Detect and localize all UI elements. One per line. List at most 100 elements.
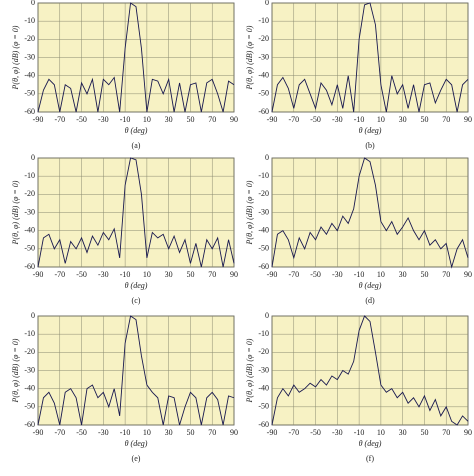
x-tick-label: -90 (267, 428, 278, 437)
x-tick-label: 70 (442, 270, 450, 279)
caption: (f) (366, 454, 374, 463)
pattern-line (37, 157, 235, 268)
x-tick-label: 30 (399, 115, 407, 124)
x-tick-label: -50 (310, 115, 321, 124)
x-tick-label: 90 (464, 270, 472, 279)
x-tick-label: -50 (76, 428, 87, 437)
x-tick-label: -30 (332, 270, 343, 279)
y-tick-label: -20 (24, 347, 35, 356)
x-axis-label: θ (deg) (125, 281, 148, 290)
x-tick-label: 10 (143, 428, 151, 437)
y-tick-label: -60 (258, 420, 269, 429)
x-tick-label: 30 (165, 428, 173, 437)
y-tick-label: -30 (24, 207, 35, 216)
x-tick-label: 30 (399, 270, 407, 279)
y-tick-label: -50 (258, 402, 269, 411)
x-tick-label: -30 (332, 115, 343, 124)
x-tick-label: -30 (98, 270, 109, 279)
y-tick-label: -30 (24, 365, 35, 374)
x-tick-label: -50 (310, 428, 321, 437)
y-tick-label: -40 (24, 70, 35, 79)
y-tick-label: -60 (24, 262, 35, 271)
x-tick-label: 70 (208, 270, 216, 279)
x-tick-label: 70 (442, 428, 450, 437)
y-tick-label: -30 (258, 365, 269, 374)
x-tick-label: 10 (377, 115, 385, 124)
x-tick-label: 90 (464, 428, 472, 437)
pattern-line (271, 315, 469, 426)
x-tick-label: -90 (33, 115, 44, 124)
x-tick-label: 10 (377, 270, 385, 279)
x-tick-label: 10 (143, 270, 151, 279)
caption: (b) (365, 141, 375, 150)
x-tick-label: 70 (442, 115, 450, 124)
x-tick-label: -10 (354, 115, 365, 124)
y-axis-label: P(θ, φ) (dB) (φ = 0) (245, 180, 254, 245)
y-tick-label: -50 (24, 244, 35, 253)
y-tick-label: 0 (265, 153, 269, 162)
x-tick-label: -90 (267, 270, 278, 279)
x-tick-label: 10 (143, 115, 151, 124)
y-tick-label: -50 (24, 402, 35, 411)
y-axis-label: P(θ, φ) (dB) (φ = 0) (11, 338, 20, 403)
y-tick-label: -60 (258, 262, 269, 271)
x-tick-label: -90 (33, 428, 44, 437)
y-tick-label: 0 (31, 311, 35, 320)
y-tick-label: 0 (265, 0, 269, 7)
x-tick-label: -30 (98, 115, 109, 124)
x-axis-label: θ (deg) (359, 439, 382, 448)
x-tick-label: -70 (288, 270, 299, 279)
x-axis-label: θ (deg) (359, 281, 382, 290)
caption: (c) (132, 296, 141, 305)
x-tick-label: -70 (54, 270, 65, 279)
y-tick-label: -20 (24, 189, 35, 198)
y-axis-label: P(θ, φ) (dB) (φ = 0) (11, 180, 20, 245)
x-tick-label: 90 (464, 115, 472, 124)
y-tick-label: -50 (258, 244, 269, 253)
y-axis-label: P(θ, φ) (dB) (φ = 0) (11, 25, 20, 90)
x-tick-label: -30 (332, 428, 343, 437)
x-tick-label: 50 (420, 115, 428, 124)
x-tick-label: -70 (288, 115, 299, 124)
y-tick-label: -20 (24, 34, 35, 43)
x-tick-label: -70 (54, 428, 65, 437)
y-tick-label: -10 (258, 171, 269, 180)
y-tick-label: -20 (258, 189, 269, 198)
caption: (a) (132, 141, 141, 150)
x-tick-label: -10 (120, 115, 131, 124)
x-tick-label: 50 (186, 115, 194, 124)
x-tick-label: 90 (230, 428, 238, 437)
y-tick-label: -40 (258, 70, 269, 79)
pattern-line (271, 157, 469, 269)
pattern-line (37, 315, 235, 426)
x-tick-label: -10 (120, 270, 131, 279)
x-tick-label: 70 (208, 115, 216, 124)
x-tick-label: 10 (377, 428, 385, 437)
y-tick-label: -10 (24, 171, 35, 180)
y-tick-label: 0 (265, 311, 269, 320)
y-tick-label: -20 (258, 34, 269, 43)
y-tick-label: -10 (258, 329, 269, 338)
y-tick-label: -30 (24, 52, 35, 61)
x-tick-label: -70 (288, 428, 299, 437)
x-tick-label: 30 (165, 115, 173, 124)
y-tick-label: -20 (258, 347, 269, 356)
y-tick-label: -40 (24, 383, 35, 392)
y-tick-label: -10 (24, 329, 35, 338)
x-tick-label: -50 (76, 270, 87, 279)
x-axis-label: θ (deg) (359, 126, 382, 135)
x-tick-label: -10 (354, 270, 365, 279)
y-tick-label: -60 (24, 420, 35, 429)
x-tick-label: 50 (186, 270, 194, 279)
x-tick-label: -10 (120, 428, 131, 437)
x-tick-label: -90 (33, 270, 44, 279)
pattern-line (37, 2, 235, 113)
caption: (d) (365, 296, 375, 305)
x-tick-label: 90 (230, 270, 238, 279)
x-tick-label: -50 (310, 270, 321, 279)
y-axis-label: P(θ, φ) (dB) (φ = 0) (245, 338, 254, 403)
y-tick-label: -60 (258, 107, 269, 116)
caption: (e) (132, 454, 141, 463)
x-tick-label: -50 (76, 115, 87, 124)
